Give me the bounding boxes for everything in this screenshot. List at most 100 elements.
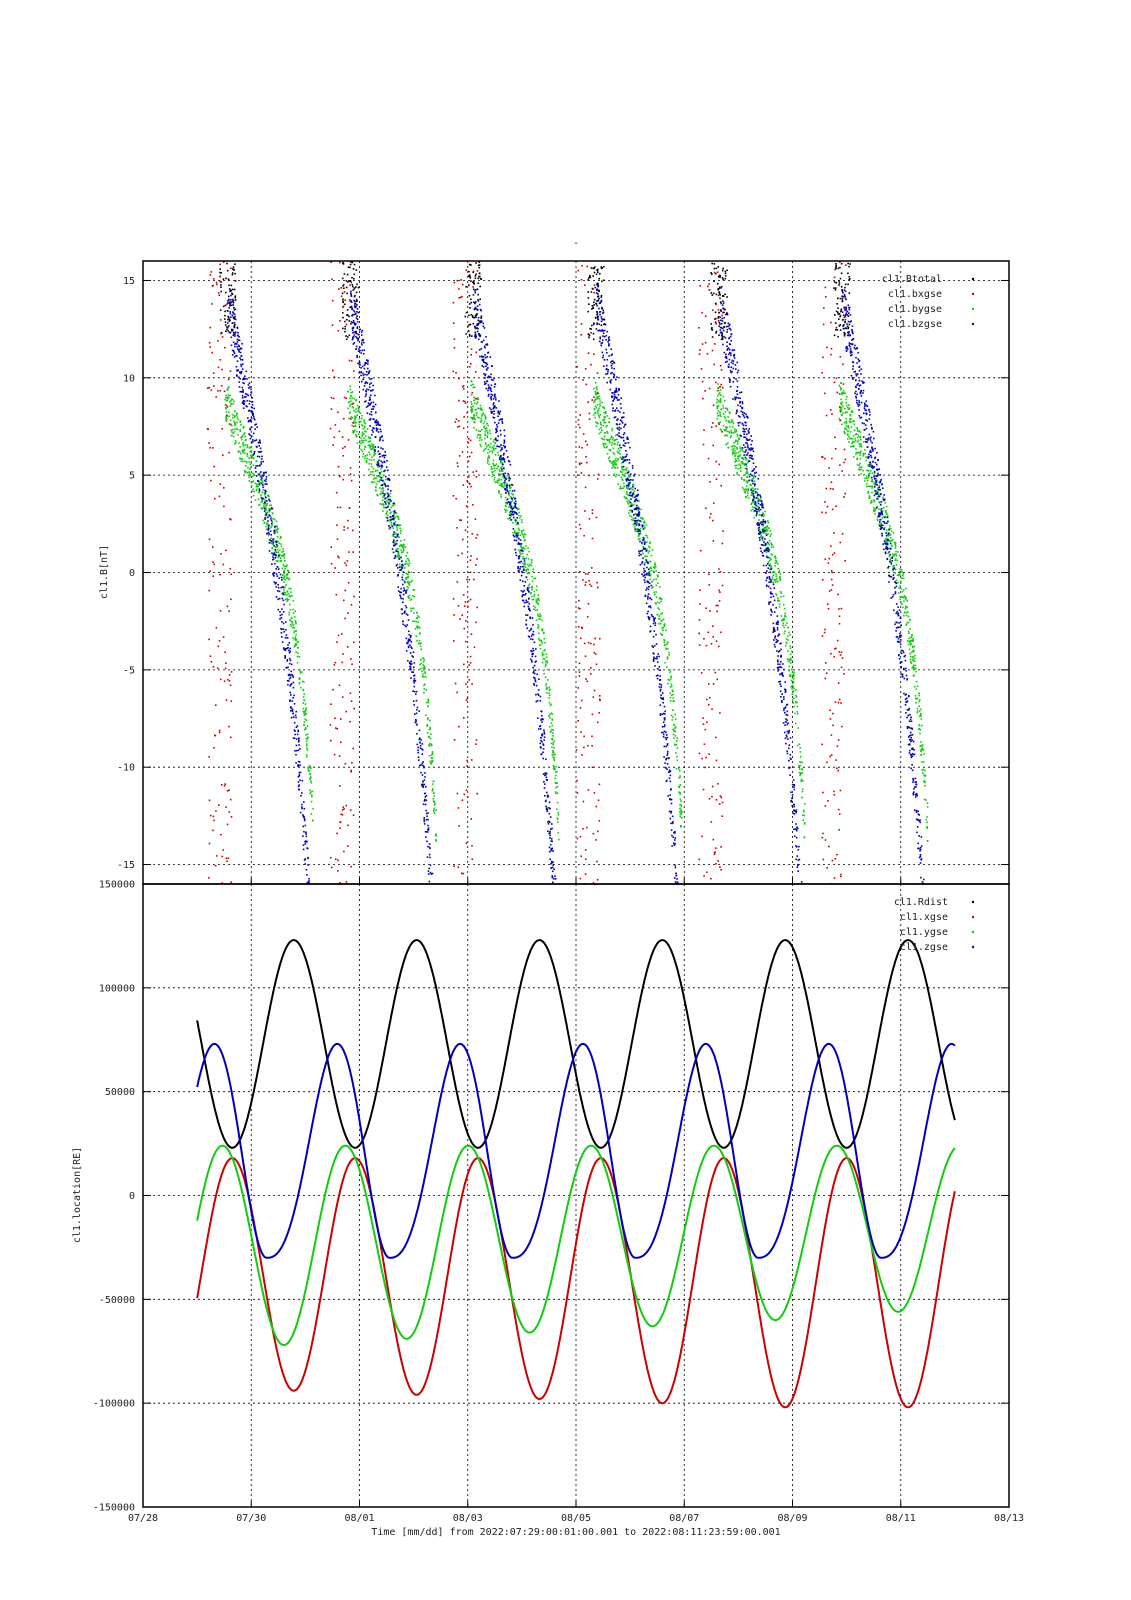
bxgse-point xyxy=(470,440,472,442)
bygse-point xyxy=(485,444,487,446)
bygse-point xyxy=(290,591,292,593)
bygse-point xyxy=(389,496,391,498)
bzgse-point xyxy=(657,678,659,680)
bzgse-point xyxy=(258,483,260,485)
bygse-point xyxy=(507,475,509,477)
bxgse-point xyxy=(470,363,472,365)
bzgse-point xyxy=(405,592,407,594)
bxgse-point xyxy=(593,833,595,835)
bygse-point xyxy=(259,504,261,506)
bzgse-point xyxy=(237,327,239,329)
bygse-point xyxy=(428,702,430,704)
bxgse-point xyxy=(588,789,590,791)
btotal-point xyxy=(467,326,469,328)
bzgse-point xyxy=(369,425,371,427)
bzgse-point xyxy=(393,545,395,547)
bxgse-point xyxy=(218,367,220,369)
bygse-point xyxy=(354,416,356,418)
bxgse-point xyxy=(588,475,590,477)
bxgse-point xyxy=(468,438,470,440)
bxgse-point xyxy=(459,426,461,428)
bygse-point xyxy=(387,511,389,513)
bzgse-point xyxy=(549,802,551,804)
bygse-point xyxy=(243,427,245,429)
bygse-point xyxy=(512,500,514,502)
bygse-point xyxy=(636,531,638,533)
bzgse-point xyxy=(236,346,238,348)
bygse-point xyxy=(527,579,529,581)
bzgse-point xyxy=(483,326,485,328)
bygse-point xyxy=(538,638,540,640)
bzgse-point xyxy=(618,399,620,401)
bygse-point xyxy=(364,426,366,428)
bzgse-point xyxy=(661,686,663,688)
bxgse-point xyxy=(464,605,466,607)
btotal-point xyxy=(220,309,222,311)
bygse-point xyxy=(549,726,551,728)
bxgse-point xyxy=(591,585,593,587)
bzgse-point xyxy=(254,428,256,430)
bzgse-point xyxy=(239,378,241,380)
bxgse-point xyxy=(581,472,583,474)
bxgse-point xyxy=(470,486,472,488)
bxgse-point xyxy=(218,804,220,806)
bxgse-point xyxy=(454,347,456,349)
bzgse-point xyxy=(299,764,301,766)
btotal-point xyxy=(480,317,482,319)
bzgse-point xyxy=(637,508,639,510)
bygse-point xyxy=(549,714,551,716)
btotal-point xyxy=(345,335,347,337)
bygse-point xyxy=(654,594,656,596)
bzgse-point xyxy=(549,847,551,849)
bygse-point xyxy=(491,468,493,470)
bzgse-point xyxy=(380,477,382,479)
bzgse-point xyxy=(302,780,304,782)
bxgse-point xyxy=(350,809,352,811)
bxgse-point xyxy=(465,530,467,532)
bygse-point xyxy=(485,442,487,444)
bygse-point xyxy=(595,382,597,384)
bygse-point xyxy=(670,670,672,672)
bygse-point xyxy=(227,389,229,391)
bygse-point xyxy=(671,676,673,678)
bygse-point xyxy=(604,432,606,434)
bygse-point xyxy=(244,472,246,474)
bygse-point xyxy=(494,470,496,472)
bzgse-point xyxy=(607,331,609,333)
bxgse-point xyxy=(214,735,216,737)
bygse-point xyxy=(500,479,502,481)
bzgse-point xyxy=(529,609,531,611)
btotal-point xyxy=(476,327,478,329)
bzgse-point xyxy=(276,596,278,598)
btotal-point xyxy=(468,315,470,317)
bzgse-point xyxy=(237,339,239,341)
bygse-point xyxy=(429,727,431,729)
bygse-point xyxy=(638,510,640,512)
bzgse-point xyxy=(292,697,294,699)
bygse-point xyxy=(679,811,681,813)
bzgse-point xyxy=(298,781,300,783)
bxgse-point xyxy=(466,789,468,791)
bzgse-point xyxy=(259,439,261,441)
bygse-point xyxy=(237,419,239,421)
bzgse-point xyxy=(666,734,668,736)
bygse-point xyxy=(424,683,426,685)
bzgse-point xyxy=(638,555,640,557)
bxgse-point xyxy=(351,664,353,666)
bygse-point xyxy=(615,439,617,441)
bxgse-point xyxy=(477,534,479,536)
bygse-point xyxy=(544,642,546,644)
bzgse-point xyxy=(675,867,677,869)
bzgse-point xyxy=(667,795,669,797)
bzgse-point xyxy=(644,564,646,566)
bzgse-point xyxy=(648,616,650,618)
bygse-point xyxy=(612,439,614,441)
bygse-point xyxy=(252,489,254,491)
bzgse-point xyxy=(252,439,254,441)
bzgse-point xyxy=(605,324,607,326)
bzgse-point xyxy=(413,667,415,669)
bzgse-point xyxy=(237,341,239,343)
bzgse-point xyxy=(294,734,296,736)
bzgse-point xyxy=(381,466,383,468)
bygse-point xyxy=(306,756,308,758)
